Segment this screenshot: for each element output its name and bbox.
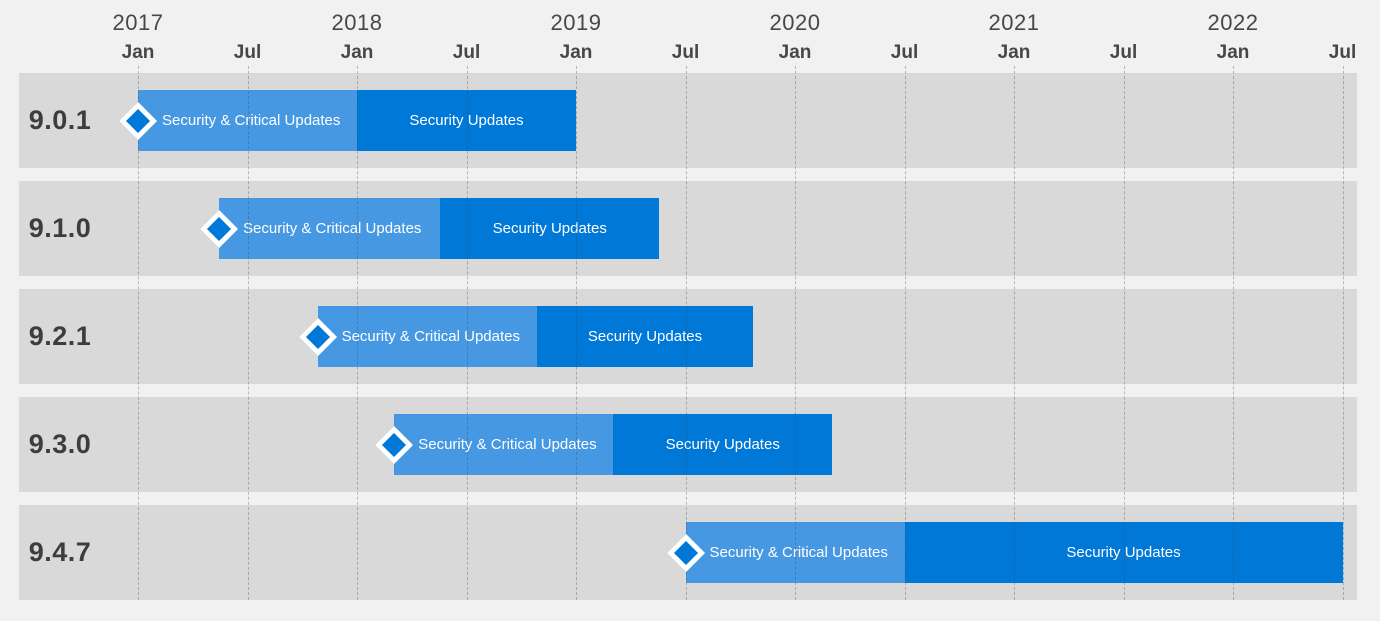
bar-security-updates: Security Updates [440,198,660,259]
version-label: 9.3.0 [28,429,92,459]
axis-year-label: 2017 [112,10,164,35]
bar-security-updates: Security Updates [904,522,1343,583]
axis-year-label: 2020 [769,10,821,35]
version-label: 9.0.1 [28,105,92,135]
axis-month-label: Jul [1109,42,1138,63]
axis-year-label: 2019 [550,10,602,35]
bar-label: Security Updates [1066,544,1181,561]
bar-security-updates: Security Updates [613,414,833,475]
bar-security-critical-updates: Security & Critical Updates [394,414,614,475]
axis-month-label: Jan [340,42,374,63]
bar-security-updates: Security Updates [357,90,576,151]
axis-month-label: Jan [121,42,155,63]
bar-security-critical-updates: Security & Critical Updates [219,198,441,259]
axis-month-label: Jul [1328,42,1357,63]
bar-label: Security & Critical Updates [162,112,341,129]
axis-year-label: 2021 [988,10,1040,35]
axis-month-label: Jul [452,42,481,63]
axis-month-label: Jan [1216,42,1250,63]
axis-month-label: Jul [890,42,919,63]
bar-security-critical-updates: Security & Critical Updates [138,90,357,151]
version-label: 9.1.0 [28,213,92,243]
bar-label: Security & Critical Updates [243,220,422,237]
axis-year-label: 2022 [1207,10,1259,35]
axis-month-label: Jul [233,42,262,63]
bar-label: Security & Critical Updates [418,436,597,453]
bar-security-critical-updates: Security & Critical Updates [317,306,537,367]
axis-month-label: Jan [778,42,812,63]
bar-label: Security & Critical Updates [341,328,520,345]
bar-label: Security Updates [409,112,524,129]
bar-security-updates: Security Updates [536,306,754,367]
bar-security-critical-updates: Security & Critical Updates [685,522,905,583]
version-label: 9.2.1 [28,321,92,351]
bar-label: Security & Critical Updates [709,544,888,561]
axis-month-label: Jan [997,42,1031,63]
version-label: 9.4.7 [28,537,92,567]
axis-month-label: Jul [671,42,700,63]
axis-year-label: 2018 [331,10,383,35]
bar-label: Security Updates [587,328,703,345]
bar-label: Security Updates [665,436,780,453]
axis-month-label: Jan [559,42,593,63]
bar-label: Security Updates [492,220,607,237]
